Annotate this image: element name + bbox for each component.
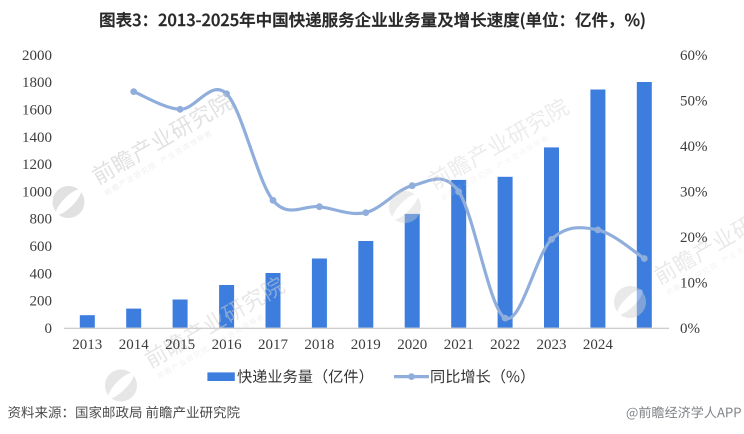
svg-text:50%: 50% <box>680 93 708 109</box>
svg-text:2018: 2018 <box>304 337 334 353</box>
svg-text:40%: 40% <box>680 139 708 155</box>
svg-text:2021: 2021 <box>444 337 474 353</box>
svg-text:2016: 2016 <box>212 337 243 353</box>
svg-text:2019: 2019 <box>351 337 381 353</box>
svg-text:2020: 2020 <box>397 337 427 353</box>
svg-text:2022: 2022 <box>490 337 520 353</box>
svg-text:0: 0 <box>45 321 53 337</box>
svg-text:400: 400 <box>30 266 53 282</box>
svg-text:2017: 2017 <box>258 337 289 353</box>
svg-text:1800: 1800 <box>22 75 52 91</box>
svg-text:1600: 1600 <box>22 103 52 119</box>
svg-text:0%: 0% <box>680 321 700 337</box>
svg-text:2024: 2024 <box>583 337 614 353</box>
svg-text:2023: 2023 <box>537 337 567 353</box>
svg-text:800: 800 <box>30 212 53 228</box>
svg-text:30%: 30% <box>680 184 708 200</box>
svg-text:20%: 20% <box>680 230 708 246</box>
svg-text:1200: 1200 <box>22 157 52 173</box>
svg-text:1400: 1400 <box>22 130 52 146</box>
svg-text:600: 600 <box>30 239 53 255</box>
svg-text:1000: 1000 <box>22 184 52 200</box>
svg-text:10%: 10% <box>680 275 708 291</box>
svg-text:2013: 2013 <box>72 337 102 353</box>
svg-text:2014: 2014 <box>119 337 150 353</box>
svg-text:60%: 60% <box>680 48 708 64</box>
svg-text:2015: 2015 <box>165 337 195 353</box>
svg-text:200: 200 <box>30 294 53 310</box>
svg-text:2000: 2000 <box>22 48 52 64</box>
